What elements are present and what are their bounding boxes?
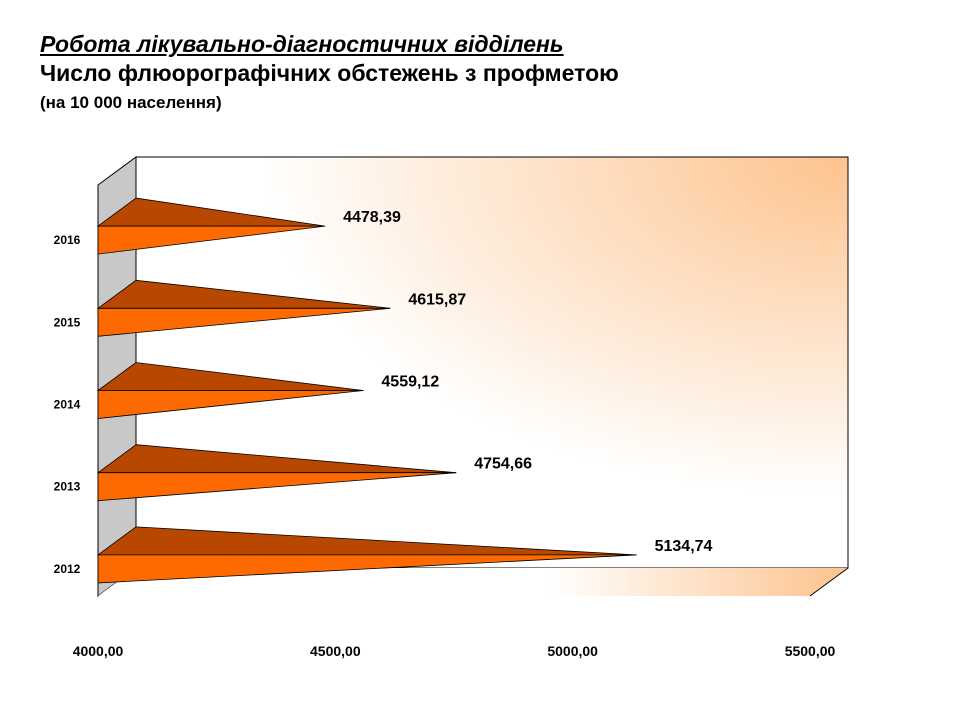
bar-cone-front bbox=[97, 472, 457, 502]
category-label: 2014 bbox=[54, 398, 81, 412]
x-tick-label: 5500,00 bbox=[785, 643, 836, 659]
floor bbox=[98, 568, 848, 596]
chart-bars bbox=[96, 197, 637, 584]
x-tick-label: 4000,00 bbox=[73, 643, 124, 659]
chart-subtitle: Число флюорографічних обстежень з профме… bbox=[40, 60, 619, 86]
chart-labels: 4000,00 4500,00 5000,00 5500,00 5134,74 2012 4… bbox=[54, 209, 836, 659]
bar-cone-front bbox=[97, 225, 326, 255]
chart-note: (на 10 000 населення) bbox=[40, 93, 222, 112]
bar-cone-front bbox=[97, 554, 637, 584]
x-tick-label: 5000,00 bbox=[547, 643, 598, 659]
category-label: 2016 bbox=[54, 233, 81, 247]
bar-cone-front bbox=[97, 390, 364, 419]
category-label: 2015 bbox=[54, 315, 81, 329]
floor-edge bbox=[809, 567, 849, 597]
data-label: 4754,66 bbox=[474, 456, 532, 473]
data-label: 4478,39 bbox=[343, 209, 401, 226]
chart-titles: Робота лікувально-діагностичних відділен… bbox=[40, 30, 619, 116]
x-tick-label: 4500,00 bbox=[310, 643, 361, 659]
data-label: 4615,87 bbox=[408, 291, 466, 308]
category-label: 2012 bbox=[54, 562, 81, 576]
category-label: 2013 bbox=[54, 480, 81, 494]
data-label: 4559,12 bbox=[381, 374, 439, 391]
chart-title: Робота лікувально-діагностичних відділен… bbox=[40, 31, 564, 57]
data-label: 5134,74 bbox=[655, 538, 713, 555]
bar-cone-front bbox=[97, 307, 391, 337]
